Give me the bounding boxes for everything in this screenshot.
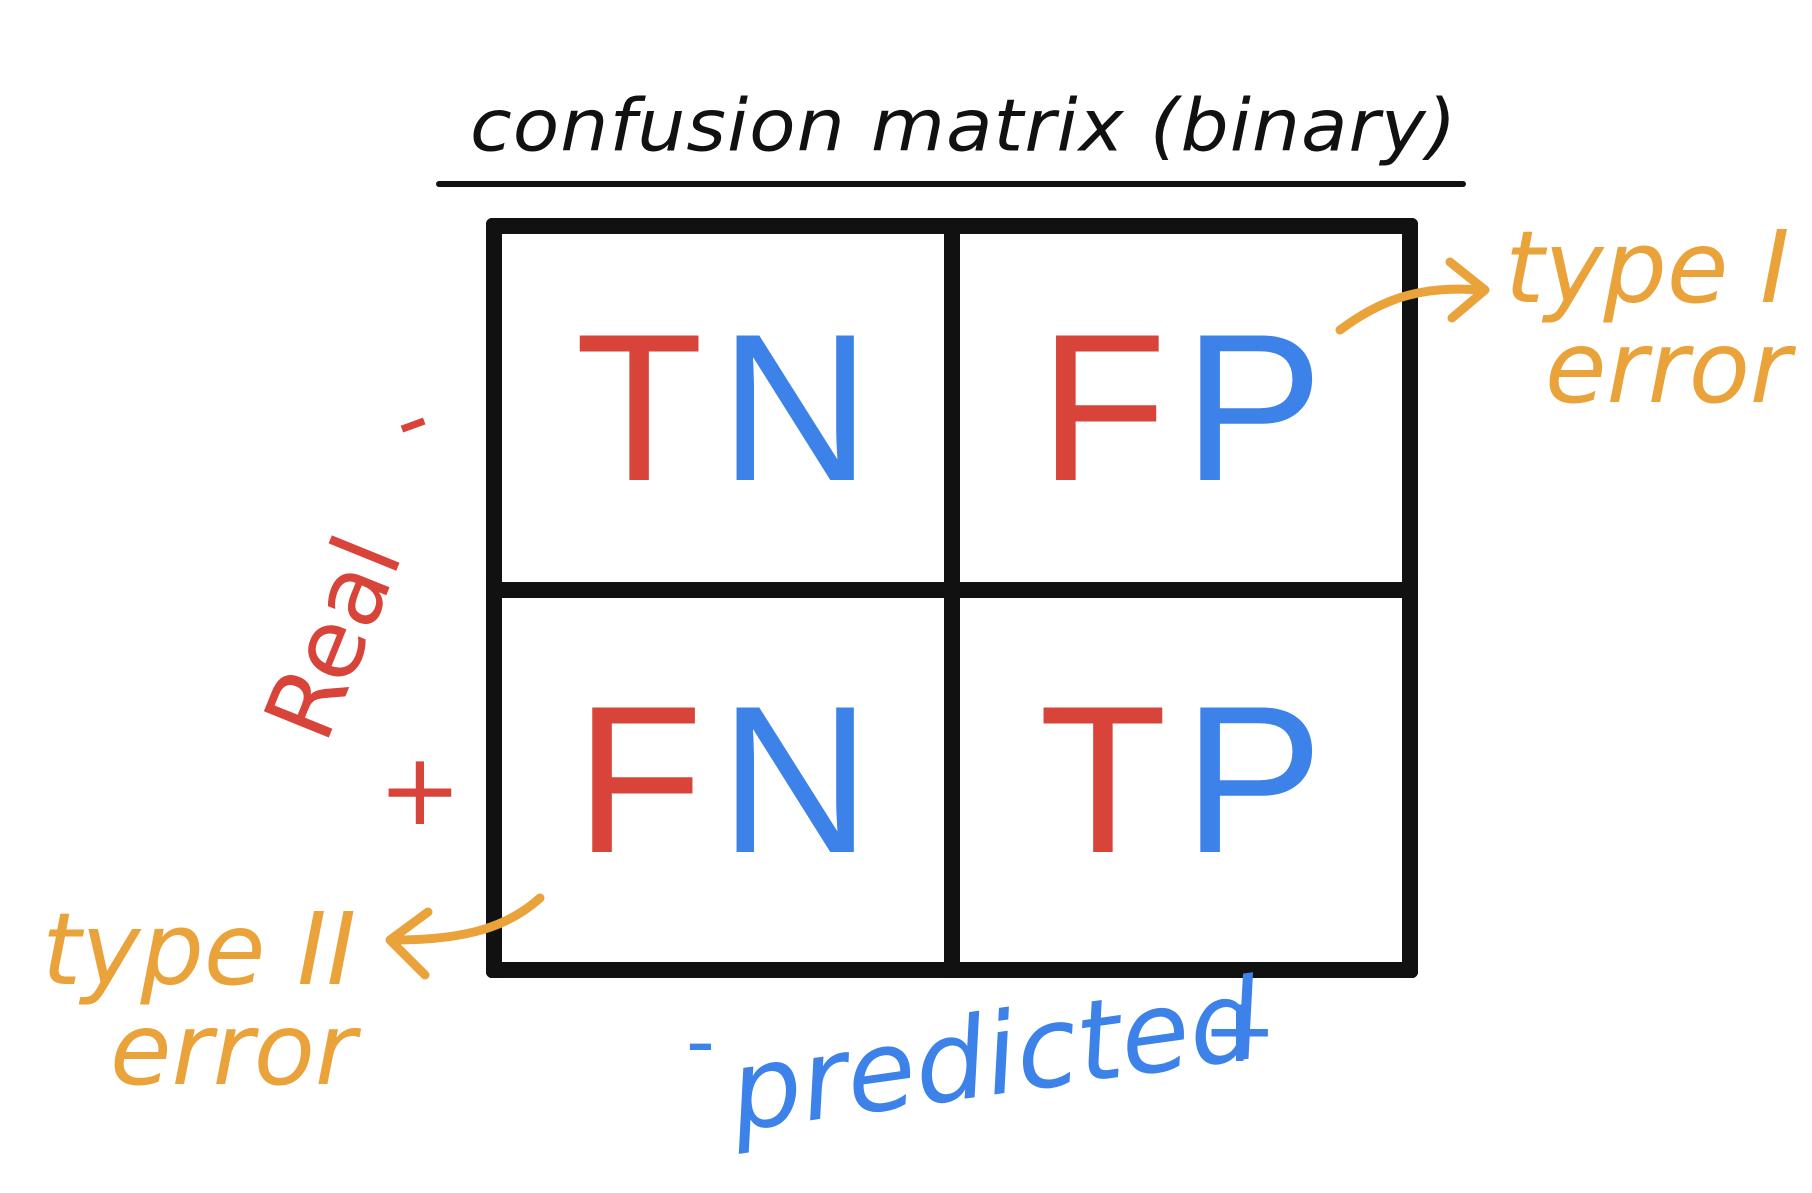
matrix-divider-vertical bbox=[944, 218, 960, 978]
cell-tn-letter-1: T bbox=[575, 290, 704, 525]
type-one-error-arrowhead bbox=[1445, 257, 1490, 323]
cols-plus-sign: + bbox=[1202, 978, 1278, 1083]
diagram-title: confusion matrix (binary) bbox=[470, 83, 1458, 168]
cell-fp-letter-2: P bbox=[1183, 290, 1324, 525]
matrix-divider-horizontal bbox=[486, 582, 1418, 598]
cell-fn-letter-1: F bbox=[575, 662, 704, 897]
cell-tn-letter-2: N bbox=[719, 290, 871, 525]
title-underline bbox=[436, 181, 1466, 187]
cell-tp-letter-2: P bbox=[1183, 662, 1324, 897]
type-one-error-arrow bbox=[1335, 284, 1485, 335]
type-one-error-label-line1: type I bbox=[1505, 209, 1790, 326]
rows-plus-sign: + bbox=[378, 731, 462, 848]
type-two-error-label-line2: error bbox=[110, 991, 357, 1108]
type-two-error-arrowhead bbox=[385, 907, 433, 980]
cell-tp-letter-1: T bbox=[1038, 662, 1168, 897]
type-two-error-arrow bbox=[390, 893, 545, 945]
type-two-error-label-line1: type II bbox=[42, 891, 357, 1008]
type-one-error-label-line2: error bbox=[1545, 309, 1792, 426]
matrix-border-right bbox=[1402, 218, 1418, 978]
cell-fn-letter-2: N bbox=[719, 662, 871, 897]
cell-fp-letter-1: F bbox=[1038, 290, 1168, 525]
matrix-border-left bbox=[486, 218, 502, 978]
cols-minus-sign: - bbox=[686, 995, 715, 1088]
